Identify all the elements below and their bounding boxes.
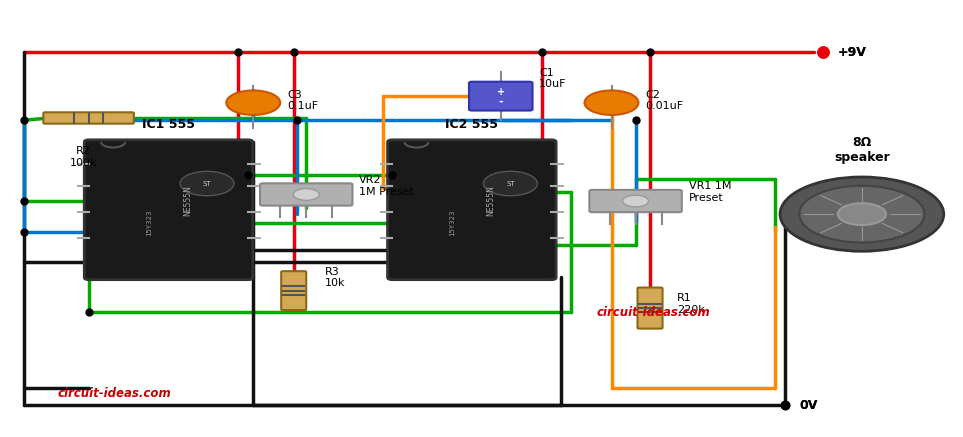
Text: R1
220k: R1 220k bbox=[677, 293, 705, 315]
FancyBboxPatch shape bbox=[84, 140, 252, 280]
FancyBboxPatch shape bbox=[387, 140, 557, 280]
Circle shape bbox=[483, 171, 537, 196]
Text: NE555N: NE555N bbox=[183, 186, 193, 216]
FancyBboxPatch shape bbox=[260, 183, 352, 205]
Text: 15Y323: 15Y323 bbox=[146, 210, 152, 236]
Circle shape bbox=[780, 177, 944, 251]
Text: C1
10uF: C1 10uF bbox=[539, 68, 567, 90]
Text: IC1 555: IC1 555 bbox=[142, 118, 195, 131]
FancyBboxPatch shape bbox=[43, 112, 134, 124]
Circle shape bbox=[585, 90, 638, 115]
Circle shape bbox=[226, 90, 280, 115]
Circle shape bbox=[293, 188, 320, 200]
Circle shape bbox=[180, 171, 234, 196]
Text: +9V: +9V bbox=[838, 46, 867, 59]
Text: +9V: +9V bbox=[838, 46, 867, 59]
FancyBboxPatch shape bbox=[281, 271, 306, 310]
Text: +: + bbox=[497, 87, 505, 97]
Text: C3
0.1uF: C3 0.1uF bbox=[287, 90, 318, 111]
Text: 8Ω
speaker: 8Ω speaker bbox=[834, 136, 890, 164]
Text: NE555N: NE555N bbox=[486, 186, 496, 216]
Text: circuit-ideas.com: circuit-ideas.com bbox=[597, 306, 711, 319]
Text: VR1 1M
Preset: VR1 1M Preset bbox=[689, 181, 731, 203]
Circle shape bbox=[799, 186, 924, 243]
Text: ST: ST bbox=[507, 180, 514, 187]
Text: 15Y323: 15Y323 bbox=[450, 210, 455, 236]
Text: -: - bbox=[499, 97, 503, 106]
Text: 0V: 0V bbox=[799, 399, 818, 412]
Text: circuit-ideas.com: circuit-ideas.com bbox=[58, 387, 171, 400]
Text: 0V: 0V bbox=[799, 399, 818, 412]
Text: R3
10k: R3 10k bbox=[325, 267, 345, 288]
Circle shape bbox=[838, 203, 886, 225]
FancyBboxPatch shape bbox=[469, 82, 533, 111]
Text: R2
100k: R2 100k bbox=[70, 146, 97, 168]
FancyBboxPatch shape bbox=[638, 288, 663, 329]
Text: IC2 555: IC2 555 bbox=[445, 118, 499, 131]
Circle shape bbox=[623, 195, 649, 207]
FancyBboxPatch shape bbox=[589, 190, 682, 212]
Text: C2
0.01uF: C2 0.01uF bbox=[645, 90, 684, 111]
Text: ST: ST bbox=[203, 180, 211, 187]
Text: VR2
1M Preset: VR2 1M Preset bbox=[359, 175, 414, 197]
